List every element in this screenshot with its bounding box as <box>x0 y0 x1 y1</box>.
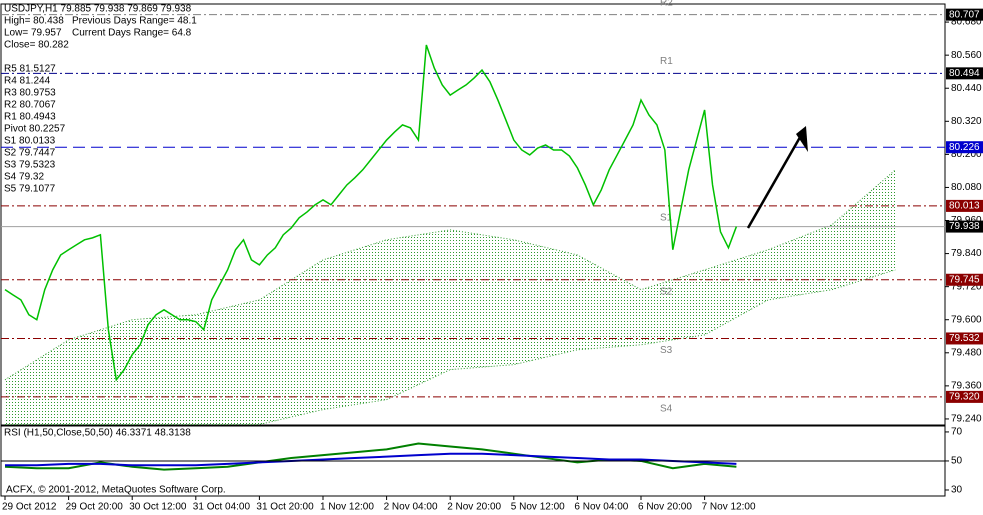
x-tick-label: 1 Nov 12:00 <box>320 502 374 513</box>
cloud <box>513 239 578 365</box>
cloud <box>132 314 196 425</box>
y-tick-label: 79.360 <box>951 381 982 392</box>
y-tick-label: 80.560 <box>951 50 982 61</box>
cloud <box>831 169 896 290</box>
x-tick-label: 30 Oct 12:00 <box>129 502 187 513</box>
cloud <box>768 224 832 300</box>
x-tick-label: 2 Nov 20:00 <box>447 502 501 513</box>
x-tick-label: 6 Nov 04:00 <box>574 502 628 513</box>
level-box <box>946 67 983 80</box>
forecast-arrow <box>746 131 805 229</box>
x-tick-label: 29 Oct 2012 <box>2 502 57 513</box>
y-tick-label: 80.200 <box>951 149 982 160</box>
y-tick-label: 80.320 <box>951 116 982 127</box>
level-box <box>946 273 983 286</box>
cloud <box>641 269 705 345</box>
level-name: S2 <box>660 286 673 297</box>
level-box <box>946 8 983 21</box>
y-tick-label: 79.720 <box>951 281 982 292</box>
cloud <box>704 249 769 335</box>
level-label: 79.745 <box>949 274 980 285</box>
y-tick-label: 80.080 <box>951 182 982 193</box>
x-tick-label: 29 Oct 20:00 <box>66 502 124 513</box>
pivot-value: S1 80.0133 <box>4 136 56 147</box>
header: USDJPY,H1 79.885 79.938 79.869 79.938 Hi… <box>4 4 197 51</box>
level-label: 79.320 <box>949 392 980 403</box>
level-box <box>946 199 983 212</box>
cur-range: Current Days Range= 64.8 <box>72 28 192 39</box>
symbol-line: USDJPY,H1 79.885 79.938 79.869 79.938 <box>4 4 192 15</box>
cloud <box>195 299 260 425</box>
pivot-value: Pivot 80.2257 <box>4 124 66 135</box>
y-tick-label: 80.680 <box>951 17 982 28</box>
x-tick-label: 31 Oct 04:00 <box>193 502 251 513</box>
price-panel <box>0 3 946 426</box>
level-name: S3 <box>660 345 673 356</box>
cloud <box>323 239 387 410</box>
cloud <box>5 339 69 425</box>
level-box <box>946 390 983 403</box>
arrow-head <box>796 126 808 152</box>
pivot-value: S5 79.1077 <box>4 184 56 195</box>
y-tick-label: 80.440 <box>951 83 982 94</box>
y-tick-label: 79.840 <box>951 248 982 259</box>
series-line <box>5 452 737 467</box>
pivot-value: S4 79.32 <box>4 172 44 183</box>
cloud <box>450 229 514 370</box>
y-tick-label: 30 <box>951 485 963 496</box>
level-name: S1 <box>660 213 673 224</box>
current-label: 79.938 <box>949 221 980 232</box>
level-label: 80.226 <box>949 142 980 153</box>
level-name: R2 <box>660 0 673 8</box>
level-name: R1 <box>660 56 673 67</box>
pivot-value: S2 79.7447 <box>4 148 56 159</box>
pivot-value: R5 81.5127 <box>4 64 56 75</box>
level-label: 80.494 <box>949 68 980 79</box>
cloud-edge <box>4 169 896 381</box>
low: Low= 79.957 <box>4 28 62 39</box>
level-label: 79.532 <box>949 333 980 344</box>
y-tick-label: 50 <box>951 456 963 467</box>
level-label: 80.013 <box>949 201 980 212</box>
rsi-title: RSI (H1,50,Close,50,50) 46.3371 48.3138 <box>4 428 191 439</box>
level-name: S4 <box>660 404 673 415</box>
close: Close= 80.282 <box>4 40 69 51</box>
prev-range: Previous Days Range= 48.1 <box>72 16 197 27</box>
x-tick-label: 6 Nov 20:00 <box>638 502 692 513</box>
y-tick-label: 79.240 <box>951 414 982 425</box>
cloud <box>259 259 323 425</box>
current-box <box>946 220 983 233</box>
pivot-value: S3 79.5323 <box>4 160 56 171</box>
copyright: ACFX, © 2001-2012, MetaQuotes Software C… <box>6 485 226 496</box>
y-tick-label: 79.480 <box>951 347 982 358</box>
cloud <box>577 254 641 350</box>
cloud <box>68 319 133 425</box>
level-label: 80.707 <box>949 9 980 20</box>
pivot-value: R4 81.244 <box>4 76 51 87</box>
x-tick-label: 2 Nov 04:00 <box>384 502 438 513</box>
series-line <box>4 44 738 382</box>
level-box <box>946 141 983 154</box>
pivot-value: R1 80.4943 <box>4 112 56 123</box>
pivot-value: R3 80.9753 <box>4 88 56 99</box>
x-tick-label: 7 Nov 12:00 <box>702 502 756 513</box>
cloud <box>386 229 451 400</box>
level-box <box>946 332 983 345</box>
x-tick-label: 5 Nov 12:00 <box>511 502 565 513</box>
y-tick-label: 79.600 <box>951 314 982 325</box>
high: High= 80.438 <box>4 16 64 27</box>
y-tick-label: 70 <box>951 427 963 438</box>
x-tick-label: 31 Oct 20:00 <box>256 502 314 513</box>
pivot-value: R2 80.7067 <box>4 100 56 111</box>
